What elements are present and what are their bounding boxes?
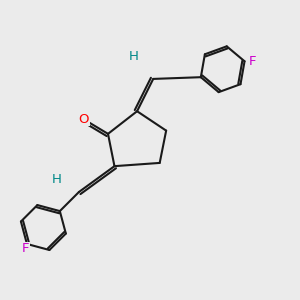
Text: H: H (129, 50, 139, 63)
Text: F: F (22, 242, 29, 255)
Text: O: O (79, 113, 89, 126)
Text: H: H (51, 172, 61, 186)
Text: F: F (249, 55, 256, 68)
